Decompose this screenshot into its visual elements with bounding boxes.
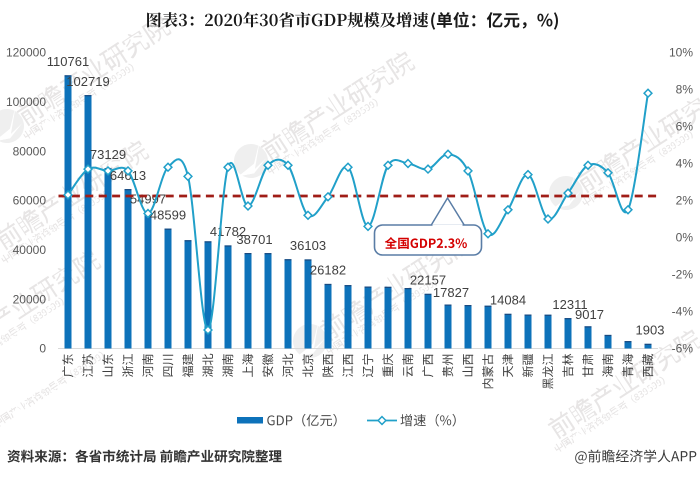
svg-text:26182: 26182 xyxy=(310,263,346,278)
svg-text:1903: 1903 xyxy=(636,323,665,338)
svg-text:60000: 60000 xyxy=(13,194,47,208)
svg-text:10%: 10% xyxy=(669,46,693,60)
svg-text:73129: 73129 xyxy=(90,147,126,162)
svg-text:17827: 17827 xyxy=(433,285,469,300)
svg-text:20000: 20000 xyxy=(13,292,47,306)
svg-text:40000: 40000 xyxy=(13,243,47,257)
svg-text:-4%: -4% xyxy=(672,305,694,319)
svg-text:54997: 54997 xyxy=(130,192,166,207)
svg-text:-2%: -2% xyxy=(672,268,694,282)
svg-text:0: 0 xyxy=(39,342,46,356)
svg-text:4%: 4% xyxy=(676,157,694,171)
svg-text:38701: 38701 xyxy=(236,232,272,247)
svg-text:100000: 100000 xyxy=(6,95,46,109)
svg-text:110761: 110761 xyxy=(47,54,89,69)
svg-text:14084: 14084 xyxy=(490,293,526,308)
svg-text:8%: 8% xyxy=(676,83,694,97)
svg-text:80000: 80000 xyxy=(13,144,47,158)
svg-text:120000: 120000 xyxy=(6,46,46,60)
svg-text:-6%: -6% xyxy=(672,342,694,356)
svg-text:9017: 9017 xyxy=(575,307,604,322)
svg-text:0%: 0% xyxy=(676,231,694,245)
svg-text:36103: 36103 xyxy=(290,238,326,253)
svg-text:22157: 22157 xyxy=(410,273,446,288)
svg-text:12311: 12311 xyxy=(552,297,587,312)
svg-text:6%: 6% xyxy=(676,120,694,134)
svg-text:2%: 2% xyxy=(676,194,694,208)
svg-text:102719: 102719 xyxy=(66,74,109,89)
svg-text:48599: 48599 xyxy=(150,207,186,222)
